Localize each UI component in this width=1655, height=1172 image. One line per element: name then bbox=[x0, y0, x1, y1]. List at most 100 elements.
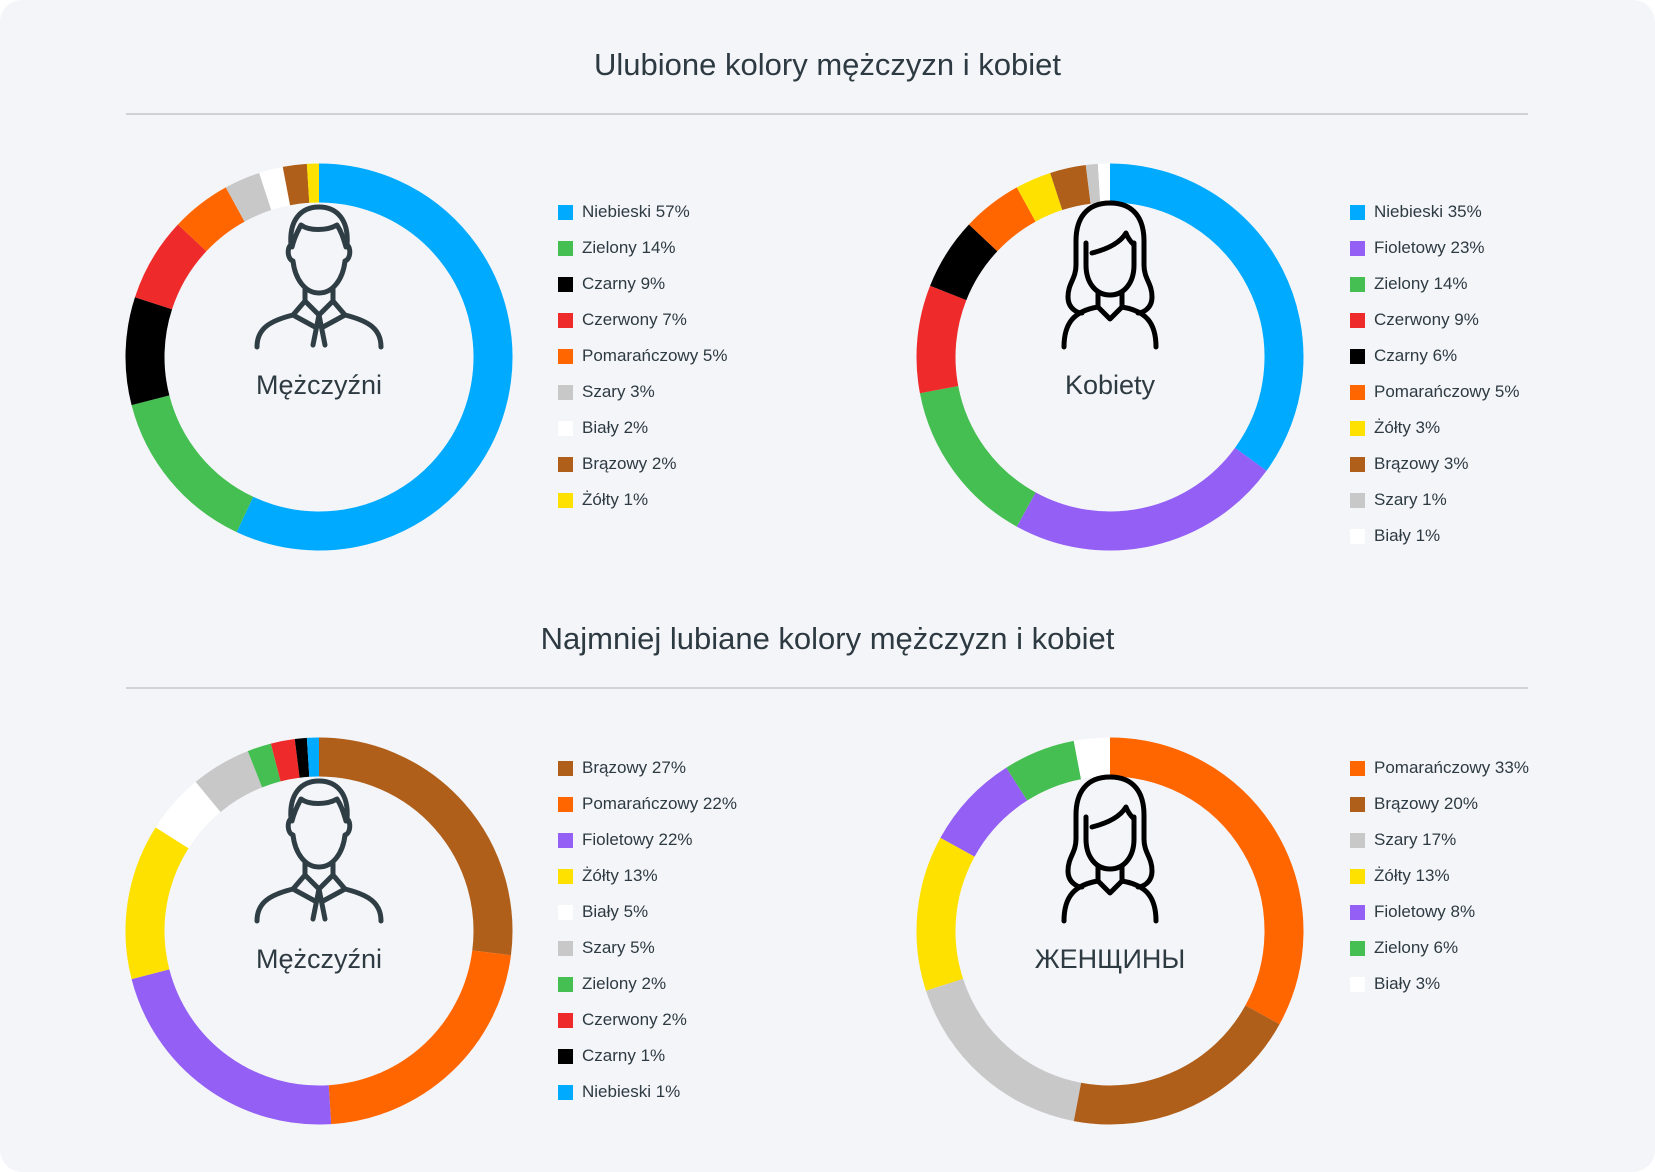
legend-swatch bbox=[1350, 348, 1365, 364]
legend-label: Brązowy 27% bbox=[582, 758, 686, 777]
legend-women-favorite: Niebieski 35% Fioletowy 23% Zielony 14% Cze… bbox=[1350, 194, 1520, 554]
legend-item: Pomarańczowy 5% bbox=[1350, 374, 1520, 410]
legend-item: Niebieski 1% bbox=[558, 1074, 737, 1110]
donut-segment-brązowy bbox=[318, 737, 513, 956]
donut-segment-szary bbox=[195, 751, 263, 813]
legend-label: Brązowy 20% bbox=[1374, 794, 1478, 813]
legend-label: Czarny 9% bbox=[582, 274, 666, 293]
legend-item: Zielony 2% bbox=[558, 966, 737, 1002]
legend-item: Zielony 14% bbox=[1350, 266, 1520, 302]
legend-swatch bbox=[1350, 276, 1365, 292]
legend-item: Szary 5% bbox=[558, 930, 737, 966]
legend-swatch bbox=[1350, 240, 1365, 256]
legend-swatch bbox=[558, 312, 573, 328]
donut-segment-zielony bbox=[1006, 740, 1082, 801]
woman-icon bbox=[1030, 195, 1190, 355]
legend-item: Czerwony 9% bbox=[1350, 302, 1520, 338]
donut-segment-czarny bbox=[125, 297, 173, 406]
section-title-least-liked: Najmniej lubiane kolory mężczyzn i kobie… bbox=[540, 621, 1115, 656]
legend-item: Brązowy 3% bbox=[1350, 446, 1520, 482]
legend-item: Fioletowy 23% bbox=[1350, 230, 1520, 266]
legend-item: Brązowy 20% bbox=[1350, 786, 1529, 822]
legend-swatch bbox=[1350, 796, 1365, 812]
donut-segment-pomarańczowy bbox=[328, 949, 511, 1125]
donut-segment-szary bbox=[925, 978, 1082, 1122]
legend-swatch bbox=[558, 868, 573, 884]
donut-segment-brązowy bbox=[1073, 1005, 1280, 1125]
donut-segment-biały bbox=[1073, 737, 1111, 780]
legend-swatch bbox=[1350, 528, 1365, 544]
donut-segment-brązowy bbox=[282, 163, 310, 206]
donut-chart-women-least-liked: ЖЕНЩИНЫ bbox=[900, 721, 1320, 1141]
man-icon bbox=[239, 195, 399, 355]
legend-label: Pomarańczowy 5% bbox=[582, 346, 728, 365]
donut-segment-czerwony bbox=[916, 285, 967, 394]
legend-swatch bbox=[558, 492, 573, 508]
legend-label: Zielony 14% bbox=[582, 238, 676, 257]
legend-item: Pomarańczowy 5% bbox=[558, 338, 728, 374]
woman-icon bbox=[1030, 769, 1190, 929]
legend-swatch bbox=[558, 384, 573, 400]
donut-segment-żółty bbox=[1016, 172, 1063, 222]
legend-swatch bbox=[1350, 868, 1365, 884]
donut-center-label: Mężczyźni bbox=[255, 370, 383, 400]
legend-label: Żółty 13% bbox=[1374, 866, 1450, 885]
donut-segment-fioletowy bbox=[1016, 447, 1267, 551]
legend-label: Pomarańczowy 5% bbox=[1374, 382, 1520, 401]
legend-item: Brązowy 27% bbox=[558, 750, 737, 786]
legend-swatch bbox=[1350, 420, 1365, 436]
legend-swatch bbox=[558, 832, 573, 848]
legend-label: Czerwony 9% bbox=[1374, 310, 1479, 329]
legend-swatch bbox=[1350, 976, 1365, 992]
legend-label: Szary 3% bbox=[582, 382, 655, 401]
donut-segment-biały bbox=[155, 781, 221, 849]
donut-chart-women-favorite: Kobiety bbox=[900, 147, 1320, 567]
legend-swatch bbox=[558, 240, 573, 256]
donut-segment-pomarańczowy bbox=[177, 187, 246, 252]
legend-swatch bbox=[558, 976, 573, 992]
legend-swatch bbox=[558, 276, 573, 292]
legend-swatch bbox=[1350, 312, 1365, 328]
legend-item: Szary 17% bbox=[1350, 822, 1529, 858]
donut-segment-zielony bbox=[919, 385, 1036, 527]
legend-swatch bbox=[558, 760, 573, 776]
legend-label: Niebieski 1% bbox=[582, 1082, 681, 1101]
legend-swatch bbox=[1350, 456, 1365, 472]
legend-label: Zielony 6% bbox=[1374, 938, 1459, 957]
legend-item: Zielony 6% bbox=[1350, 930, 1529, 966]
legend-swatch bbox=[558, 1084, 573, 1100]
legend-swatch bbox=[558, 420, 573, 436]
legend-swatch bbox=[1350, 940, 1365, 956]
legend-item: Niebieski 57% bbox=[558, 194, 728, 230]
legend-label: Biały 2% bbox=[582, 418, 649, 437]
donut-center-label: ЖЕНЩИНЫ bbox=[1034, 944, 1186, 974]
donut-segment-fioletowy bbox=[940, 767, 1028, 858]
donut-segment-szary bbox=[225, 172, 272, 222]
legend-swatch bbox=[558, 1012, 573, 1028]
legend-item: Żółty 3% bbox=[1350, 410, 1520, 446]
donut-svg bbox=[125, 737, 513, 1125]
legend-label: Fioletowy 22% bbox=[582, 830, 693, 849]
donut-segment-niebieski bbox=[1109, 163, 1304, 471]
legend-item: Czarny 1% bbox=[558, 1038, 737, 1074]
donut-segment-zielony bbox=[131, 394, 254, 533]
legend-swatch bbox=[558, 456, 573, 472]
legend-swatch bbox=[1350, 832, 1365, 848]
legend-label: Szary 5% bbox=[582, 938, 655, 957]
legend-swatch bbox=[1350, 384, 1365, 400]
legend-item: Biały 1% bbox=[1350, 518, 1520, 554]
donut-center-label: Kobiety bbox=[1064, 370, 1156, 400]
legend-label: Czarny 6% bbox=[1374, 346, 1458, 365]
legend-swatch bbox=[1350, 204, 1365, 220]
donut-segment-czerwony bbox=[134, 224, 207, 310]
divider bbox=[126, 113, 1528, 115]
donut-segment-zielony bbox=[247, 743, 281, 788]
legend-swatch bbox=[1350, 904, 1365, 920]
legend-label: Biały 3% bbox=[1374, 974, 1441, 993]
legend-swatch bbox=[558, 940, 573, 956]
donut-center-label: Mężczyźni bbox=[255, 944, 383, 974]
legend-label: Niebieski 57% bbox=[582, 202, 690, 221]
legend-label: Pomarańczowy 22% bbox=[582, 794, 737, 813]
legend-swatch bbox=[1350, 760, 1365, 776]
donut-svg bbox=[125, 163, 513, 551]
